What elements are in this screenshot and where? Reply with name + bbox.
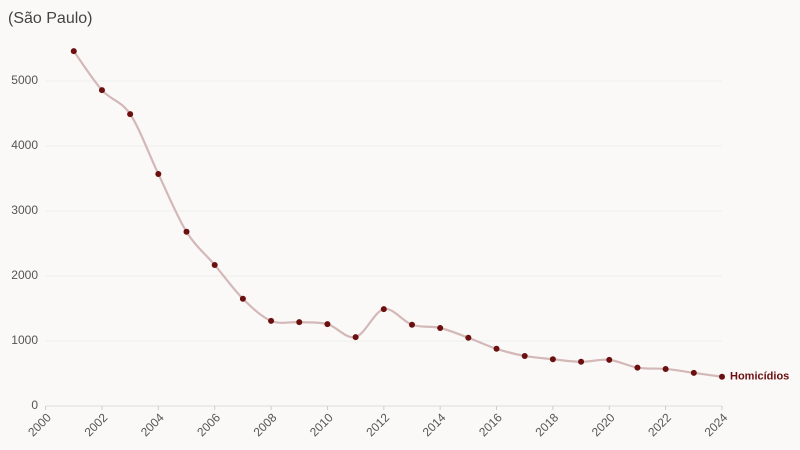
data-point [296, 319, 303, 326]
data-point [183, 228, 190, 235]
chart-title: (São Paulo) [8, 10, 93, 27]
data-point [578, 358, 585, 365]
data-point [211, 261, 218, 268]
data-point [662, 365, 669, 372]
data-point [239, 295, 246, 302]
data-point [352, 334, 359, 341]
data-point [408, 321, 415, 328]
data-point [606, 356, 613, 363]
y-tick-label: 0 [31, 398, 38, 412]
y-tick-label: 4000 [11, 138, 38, 152]
data-point [690, 369, 697, 376]
y-tick-label: 1000 [11, 333, 38, 347]
y-tick-label: 3000 [11, 203, 38, 217]
data-point [380, 306, 387, 313]
data-point [127, 111, 134, 118]
data-point [549, 356, 556, 363]
data-point [465, 334, 472, 341]
series-label: Homicídios [730, 371, 789, 383]
data-point [268, 317, 275, 324]
data-point [324, 321, 331, 328]
data-point [634, 364, 641, 371]
data-point [155, 170, 162, 177]
y-tick-label: 2000 [11, 268, 38, 282]
data-point [493, 345, 500, 352]
data-point [70, 48, 77, 55]
data-point [98, 87, 105, 94]
data-point [719, 373, 725, 380]
y-tick-label: 5000 [11, 73, 38, 87]
data-point [437, 325, 444, 331]
data-point [521, 352, 528, 359]
